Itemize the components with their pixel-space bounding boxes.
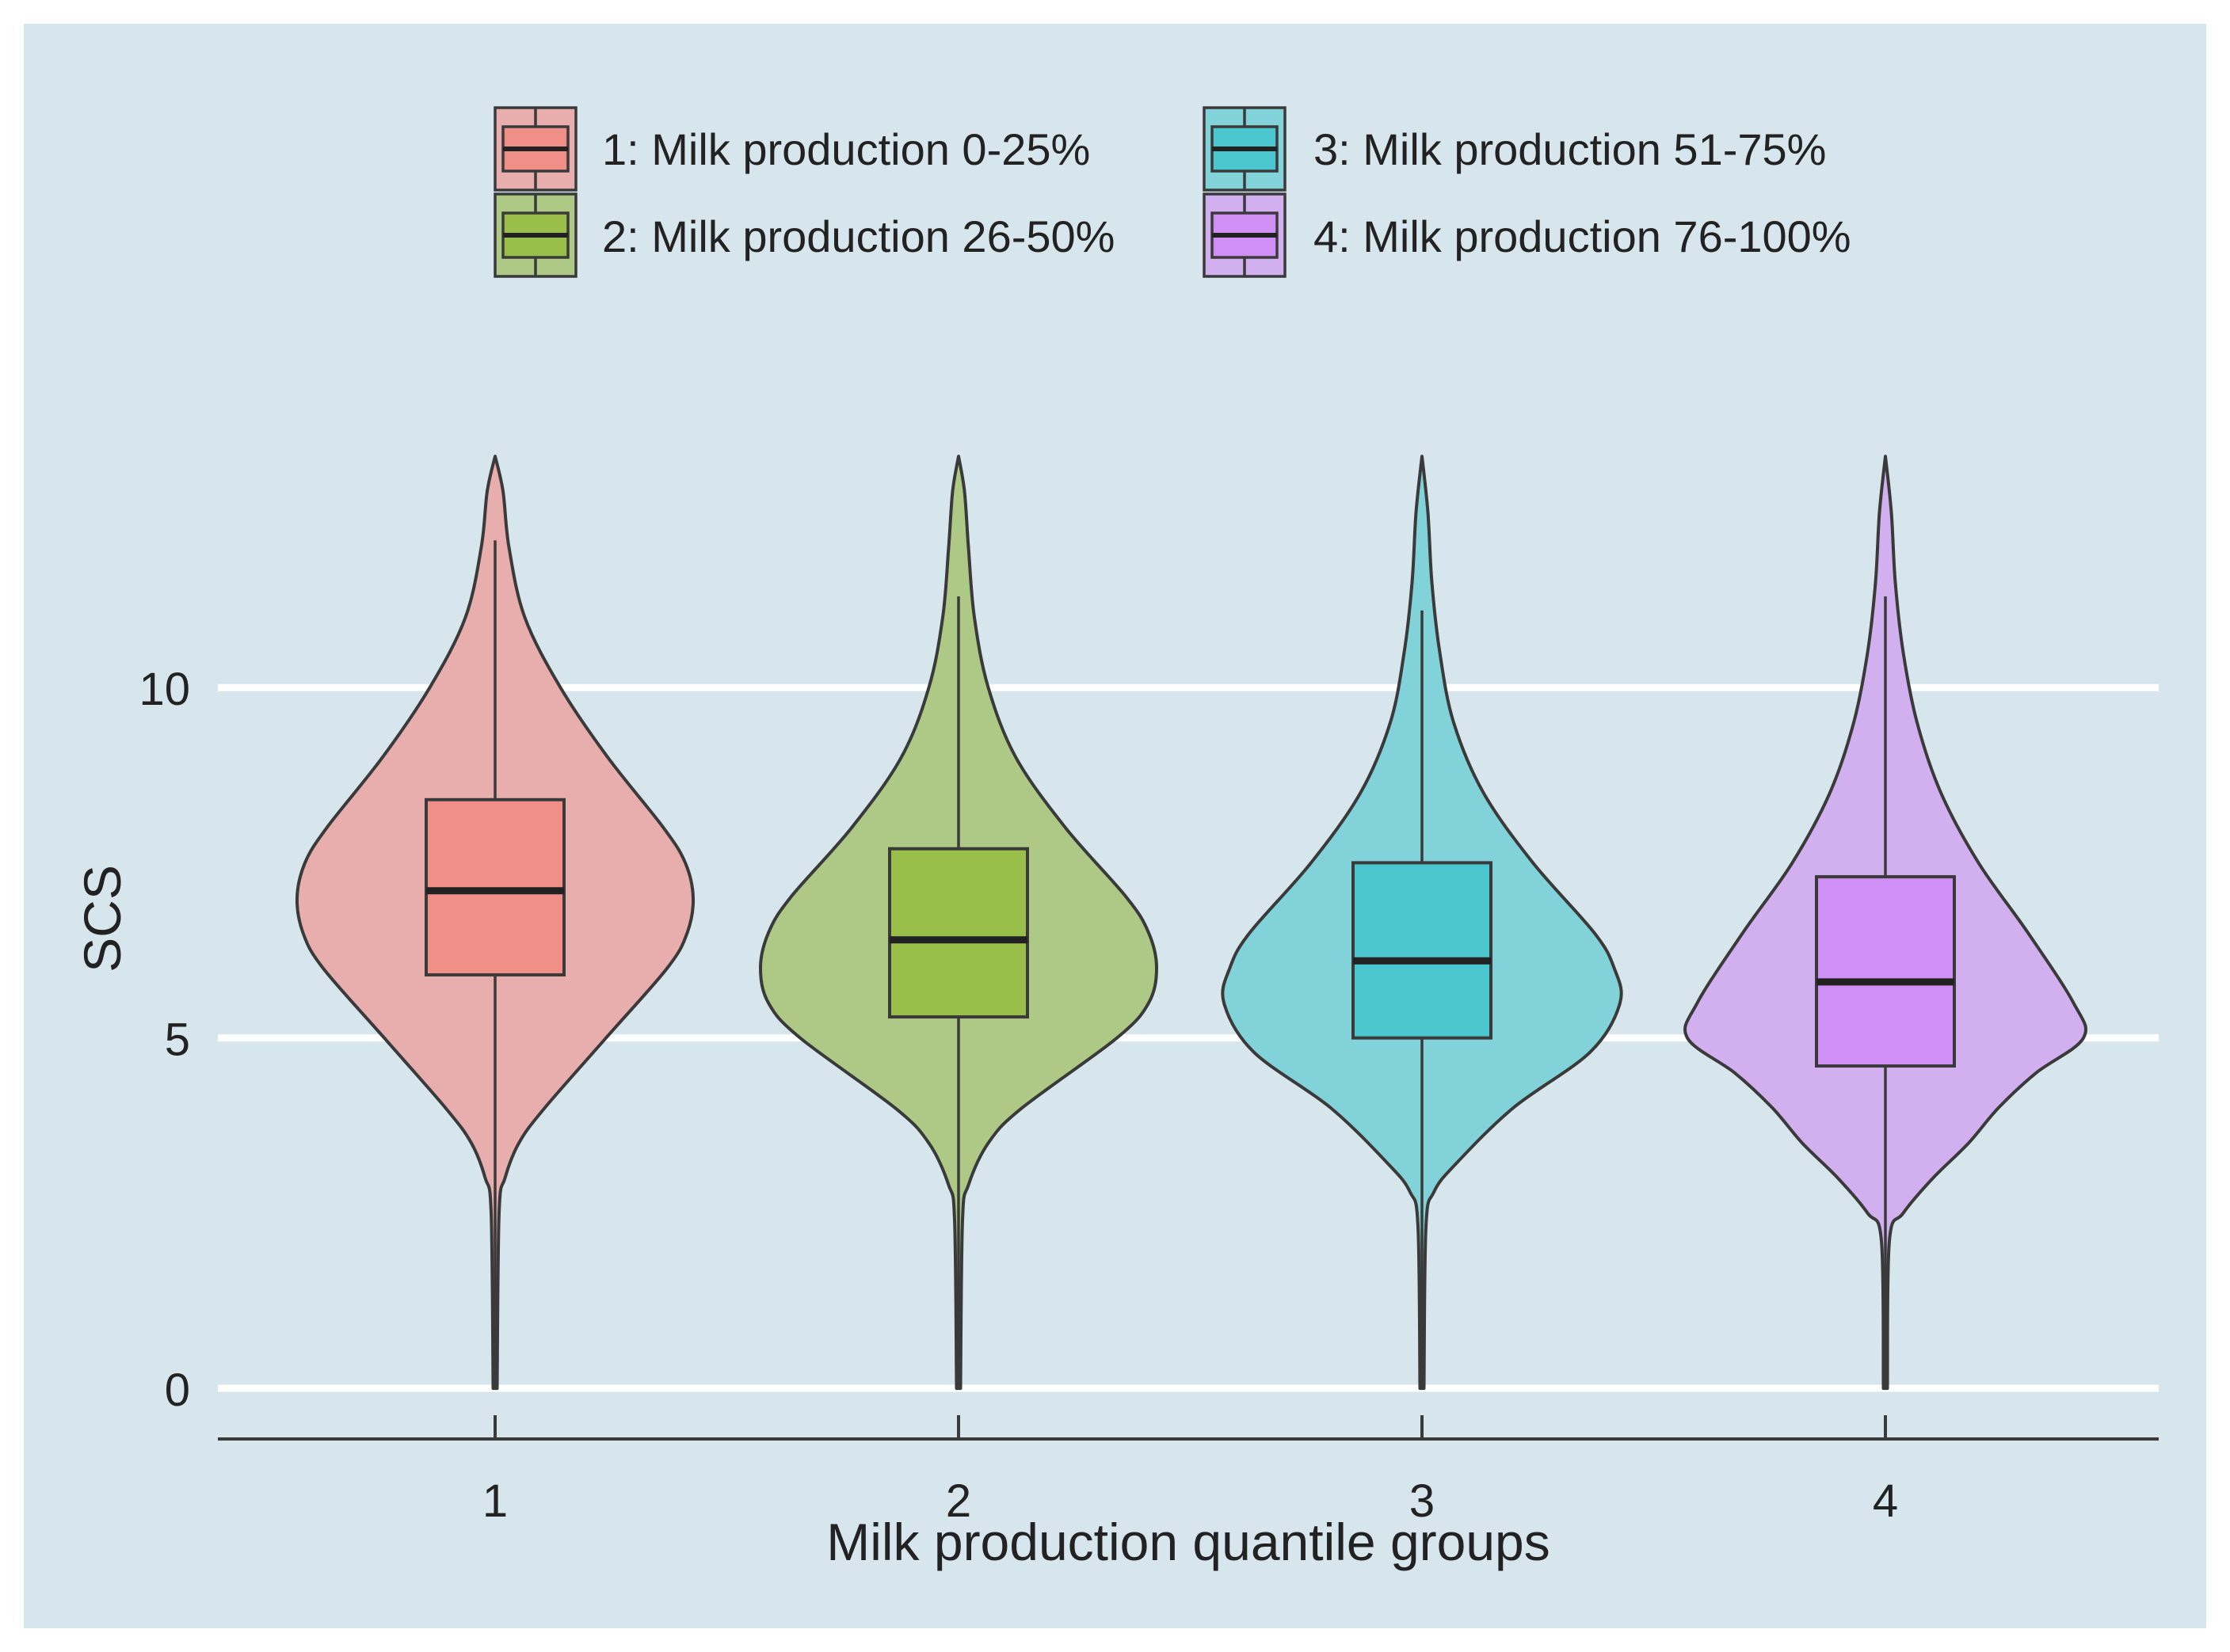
box (1351, 861, 1492, 1040)
violin-group-1 (295, 455, 696, 1391)
violin-group-3 (1221, 455, 1623, 1391)
y-tick-label: 5 (165, 1014, 190, 1066)
x-axis-title: Milk production quantile groups (826, 1513, 1550, 1571)
x-tick-label: 1 (482, 1475, 508, 1527)
y-tick-label: 10 (139, 664, 190, 715)
y-tick-label: 0 (165, 1365, 190, 1416)
legend: 1: Milk production 0-25% 2: Milk producti… (494, 106, 1851, 278)
legend-item-3: 3: Milk production 51-75% (1203, 106, 1826, 192)
x-tick-label: 3 (1409, 1475, 1435, 1527)
legend-item-2: 2: Milk production 26-50% (494, 192, 1115, 278)
legend-label: 4: Milk production 76-100% (1313, 211, 1851, 261)
violin-group-4 (1683, 455, 2088, 1391)
box (1815, 875, 1956, 1068)
violins (295, 455, 2088, 1391)
legend-item-1: 1: Milk production 0-25% (494, 106, 1090, 192)
x-tick-label: 4 (1873, 1475, 1898, 1527)
box (888, 847, 1029, 1019)
x-tick-label: 2 (946, 1475, 971, 1527)
legend-label: 1: Milk production 0-25% (602, 124, 1090, 174)
legend-item-4: 4: Milk production 76-100% (1203, 192, 1851, 278)
legend-label: 3: Milk production 51-75% (1313, 124, 1826, 174)
y-axis-title: SCS (73, 865, 132, 973)
violin-group-2 (759, 455, 1158, 1391)
axes: 0 5 10 1 2 3 4 (139, 664, 2159, 1527)
legend-label: 2: Milk production 26-50% (602, 211, 1115, 261)
